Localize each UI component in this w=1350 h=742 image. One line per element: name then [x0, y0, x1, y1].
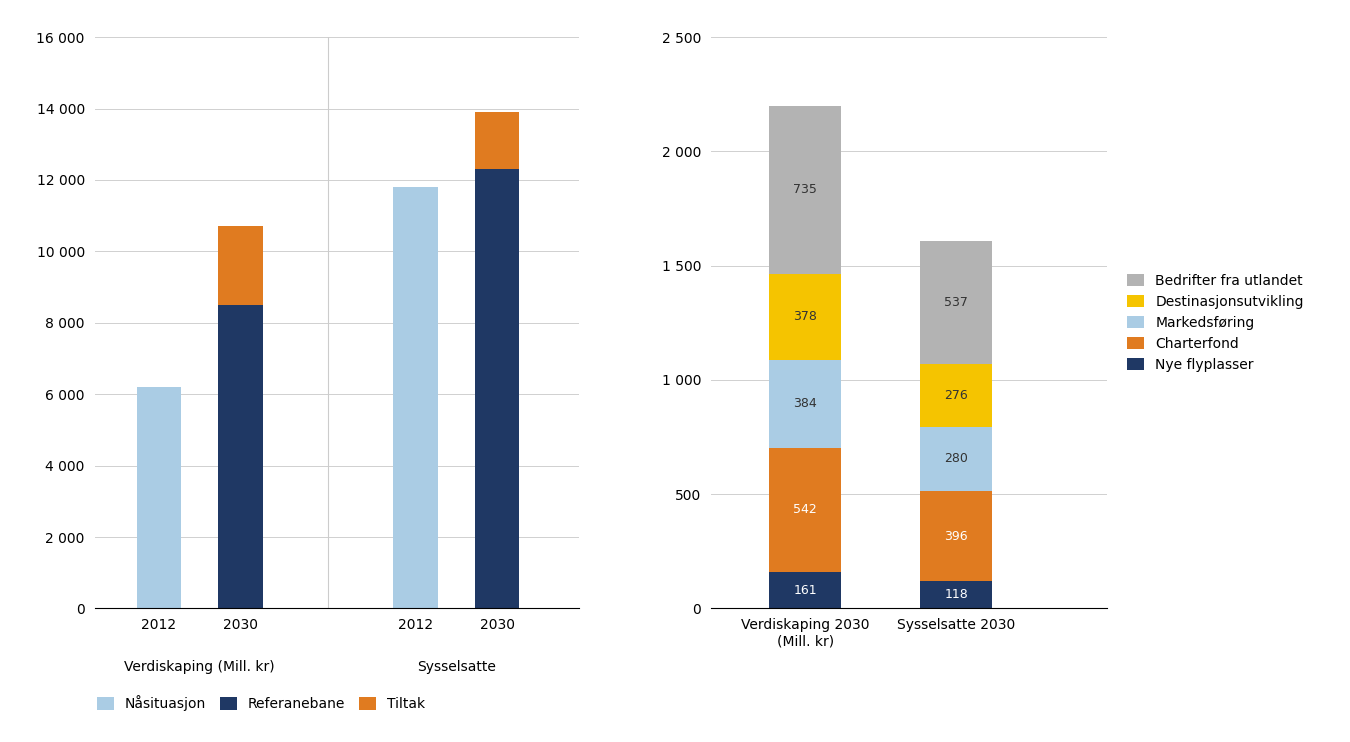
Bar	[769, 105, 841, 274]
Bar	[393, 187, 437, 608]
Text: 276: 276	[944, 389, 968, 402]
Bar	[219, 226, 262, 305]
Text: 735: 735	[794, 183, 817, 196]
Text: 161: 161	[794, 583, 817, 597]
Bar	[921, 241, 992, 364]
Text: 396: 396	[944, 530, 968, 542]
Bar	[921, 582, 992, 608]
Bar	[769, 274, 841, 360]
Bar	[769, 360, 841, 447]
Bar	[475, 112, 520, 169]
Legend: Bedrifter fra utlandet, Destinasjonsutvikling, Markedsføring, Charterfond, Nye f: Bedrifter fra utlandet, Destinasjonsutvi…	[1122, 269, 1310, 377]
Bar	[921, 427, 992, 491]
Bar	[219, 305, 262, 608]
Text: 118: 118	[944, 588, 968, 602]
Text: Verdiskaping (Mill. kr): Verdiskaping (Mill. kr)	[124, 660, 275, 674]
Text: 542: 542	[794, 503, 817, 516]
Text: 280: 280	[944, 453, 968, 465]
Bar	[136, 387, 181, 608]
Legend: Nåsituasjon, Referanebane, Tiltak: Nåsituasjon, Referanebane, Tiltak	[92, 689, 431, 717]
Text: 537: 537	[944, 296, 968, 309]
Bar	[921, 491, 992, 582]
Bar	[769, 571, 841, 608]
Text: Sysselsatte: Sysselsatte	[417, 660, 495, 674]
Bar	[769, 447, 841, 571]
Bar	[921, 364, 992, 427]
Text: 384: 384	[794, 398, 817, 410]
Bar	[475, 169, 520, 608]
Text: 378: 378	[794, 310, 817, 324]
